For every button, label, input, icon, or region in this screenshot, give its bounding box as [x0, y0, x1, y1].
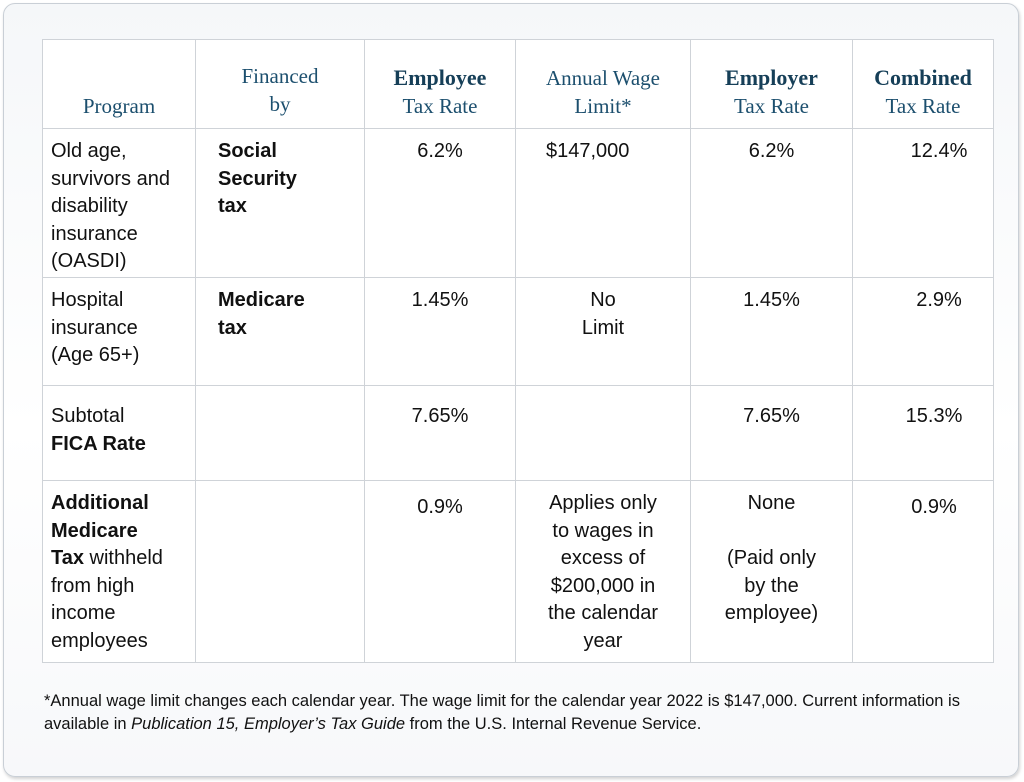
- financed-by-cell: Medicare tax: [195, 277, 365, 386]
- combined-rate-cell: 12.4%: [852, 128, 994, 278]
- header-employee-rate: Employee Tax Rate: [364, 39, 516, 129]
- financed-by-cell: [195, 385, 365, 481]
- header-row: Program Financed by Employee Tax Rate An…: [42, 39, 994, 129]
- employer-rate-cell: None (Paid only by the employee): [690, 480, 853, 663]
- publication-title: Publication 15, Employer’s Tax Guide: [131, 715, 406, 733]
- combined-rate-cell: 15.3%: [852, 385, 994, 481]
- wage-limit-cell: [515, 385, 691, 481]
- fica-tax-table: Program Financed by Employee Tax Rate An…: [42, 39, 994, 663]
- employee-rate-cell: 7.65%: [364, 385, 516, 481]
- header-financed-by: Financed by: [195, 39, 365, 129]
- header-combined-rate: Combined Tax Rate: [852, 39, 994, 129]
- financed-by-cell: Social Security tax: [195, 128, 365, 278]
- table-body: Old age, survivors and disability insura…: [42, 128, 994, 663]
- employee-rate-cell: 6.2%: [364, 128, 516, 278]
- program-cell: Hospital insurance (Age 65+): [42, 277, 196, 386]
- table-row: Additional Medicare Tax withheld from hi…: [42, 480, 994, 663]
- employee-rate-cell: 1.45%: [364, 277, 516, 386]
- program-cell: Subtotal FICA Rate: [42, 385, 196, 481]
- table-header: Program Financed by Employee Tax Rate An…: [42, 39, 994, 129]
- table-card: Program Financed by Employee Tax Rate An…: [3, 3, 1019, 777]
- employer-rate-cell: 1.45%: [690, 277, 853, 386]
- header-employer-rate: Employer Tax Rate: [690, 39, 853, 129]
- wage-limit-cell: Applies only to wages in excess of $200,…: [515, 480, 691, 663]
- combined-rate-cell: 2.9%: [852, 277, 994, 386]
- table-row: Subtotal FICA Rate 7.65% 7.65% 15.3%: [42, 385, 994, 481]
- footnote: *Annual wage limit changes each calendar…: [44, 692, 960, 733]
- employee-rate-cell: 0.9%: [364, 480, 516, 663]
- header-program: Program: [42, 39, 196, 129]
- wage-limit-cell: $147,000: [515, 128, 691, 278]
- table-row: Hospital insurance (Age 65+) Medicare ta…: [42, 277, 994, 386]
- program-cell: Additional Medicare Tax withheld from hi…: [42, 480, 196, 663]
- wage-limit-cell: No Limit: [515, 277, 691, 386]
- employer-rate-cell: 6.2%: [690, 128, 853, 278]
- financed-by-cell: [195, 480, 365, 663]
- program-cell: Old age, survivors and disability insura…: [42, 128, 196, 278]
- header-wage-limit: Annual Wage Limit*: [515, 39, 691, 129]
- combined-rate-cell: 0.9%: [852, 480, 994, 663]
- table-row: Old age, survivors and disability insura…: [42, 128, 994, 278]
- employer-rate-cell: 7.65%: [690, 385, 853, 481]
